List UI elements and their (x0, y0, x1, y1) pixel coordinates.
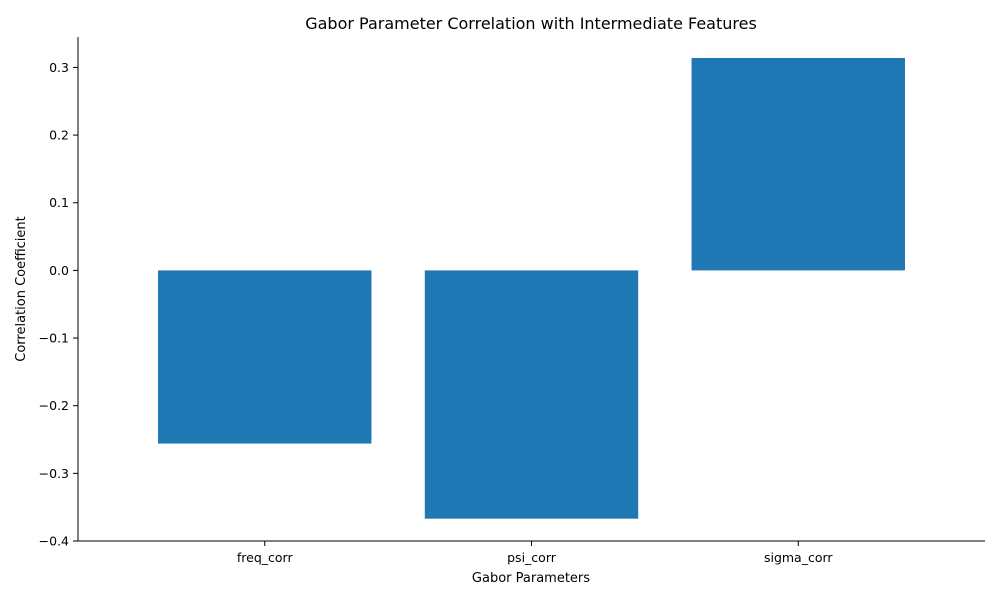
x-axis-ticks: freq_corr psi_corr sigma_corr (237, 541, 833, 565)
y-tick-label: −0.4 (39, 534, 69, 549)
x-tick-label: freq_corr (237, 550, 294, 565)
y-tick-label: 0.0 (49, 263, 69, 278)
y-tick-label: 0.1 (49, 195, 69, 210)
y-axis-label: Correlation Coefficient (14, 216, 29, 362)
bar-sigma-corr (691, 57, 905, 271)
y-tick-label: −0.3 (39, 466, 69, 481)
y-tick-label: 0.3 (49, 60, 69, 75)
chart-title: Gabor Parameter Correlation with Interme… (305, 14, 757, 33)
plot-frame (77, 37, 985, 542)
y-tick-label: −0.1 (39, 331, 69, 346)
x-tick-label: psi_corr (507, 550, 557, 565)
bar-freq-corr (158, 270, 372, 444)
bars-group (158, 57, 905, 519)
x-axis-label: Gabor Parameters (472, 571, 590, 586)
bar-psi-corr (424, 270, 639, 519)
x-tick-label: sigma_corr (764, 550, 833, 565)
y-axis-ticks: −0.4 −0.3 −0.2 −0.1 0.0 0.1 0.2 0.3 (39, 60, 78, 549)
y-tick-label: 0.2 (49, 128, 69, 143)
y-tick-label: −0.2 (39, 398, 69, 413)
